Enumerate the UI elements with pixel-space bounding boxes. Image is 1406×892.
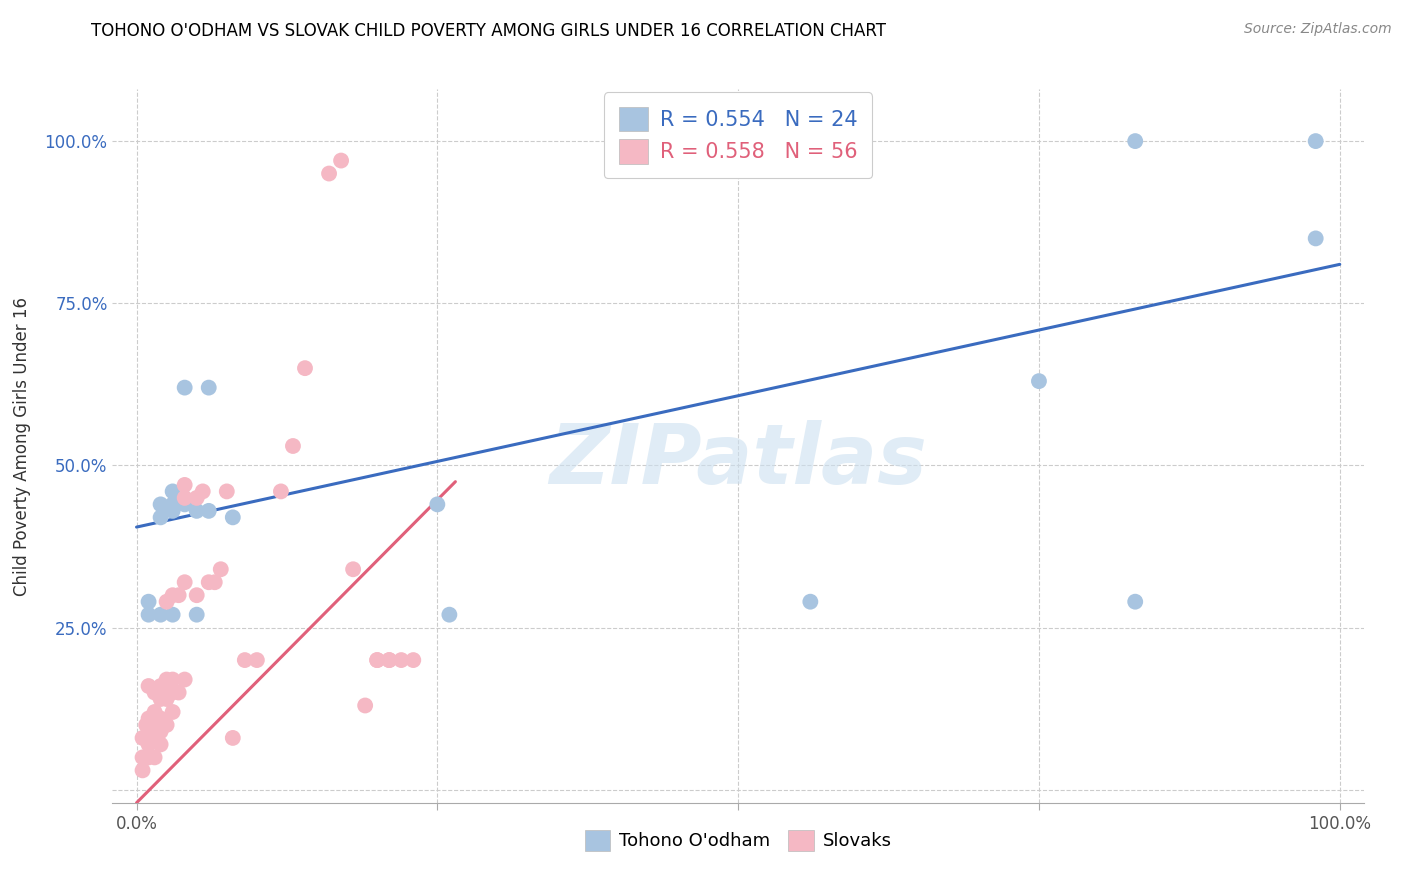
Point [162, 588, 184, 602]
Point [191, 484, 214, 499]
Point [138, 595, 160, 609]
Point [162, 504, 184, 518]
Text: TOHONO O'ODHAM VS SLOVAK CHILD POVERTY AMONG GIRLS UNDER 16 CORRELATION CHART: TOHONO O'ODHAM VS SLOVAK CHILD POVERTY A… [91, 22, 886, 40]
Point [1305, 231, 1327, 245]
Point [143, 718, 166, 732]
Text: Source: ZipAtlas.com: Source: ZipAtlas.com [1244, 22, 1392, 37]
Point [173, 673, 195, 687]
Point [186, 491, 208, 505]
Y-axis label: Child Poverty Among Girls Under 16: Child Poverty Among Girls Under 16 [13, 296, 31, 596]
Point [143, 731, 166, 745]
Point [1305, 134, 1327, 148]
Point [222, 731, 245, 745]
Point [318, 167, 340, 181]
Legend: Tohono O'odham, Slovaks: Tohono O'odham, Slovaks [578, 822, 898, 858]
Point [138, 731, 160, 745]
Point [366, 653, 388, 667]
Point [281, 439, 304, 453]
Point [138, 607, 160, 622]
Point [197, 381, 219, 395]
Point [149, 510, 172, 524]
Point [143, 705, 166, 719]
Point [131, 764, 153, 778]
Point [131, 731, 153, 745]
Point [342, 562, 364, 576]
Point [149, 711, 172, 725]
Point [162, 685, 184, 699]
Point [149, 738, 172, 752]
Point [149, 724, 172, 739]
Point [162, 607, 184, 622]
Point [186, 588, 208, 602]
Point [186, 504, 208, 518]
Point [173, 478, 195, 492]
Point [138, 679, 160, 693]
Point [156, 595, 179, 609]
Point [162, 705, 184, 719]
Point [167, 588, 190, 602]
Point [162, 673, 184, 687]
Point [426, 497, 449, 511]
Point [131, 750, 153, 764]
Point [162, 484, 184, 499]
Text: ZIPatlas: ZIPatlas [550, 420, 927, 500]
Point [149, 679, 172, 693]
Point [215, 484, 238, 499]
Point [143, 750, 166, 764]
Point [246, 653, 269, 667]
Point [197, 504, 219, 518]
Point [389, 653, 412, 667]
Point [173, 491, 195, 505]
Point [138, 750, 160, 764]
Point [204, 575, 226, 590]
Point [197, 575, 219, 590]
Point [270, 484, 292, 499]
Point [294, 361, 316, 376]
Point [330, 153, 353, 168]
Point [402, 653, 425, 667]
Point [1028, 374, 1050, 388]
Point [173, 497, 195, 511]
Point [149, 497, 172, 511]
Point [143, 685, 166, 699]
Point [149, 607, 172, 622]
Point [222, 510, 245, 524]
Point [799, 595, 821, 609]
Point [138, 711, 160, 725]
Point [135, 718, 157, 732]
Point [209, 562, 232, 576]
Point [186, 607, 208, 622]
Point [354, 698, 377, 713]
Point [156, 718, 179, 732]
Point [378, 653, 401, 667]
Point [149, 692, 172, 706]
Point [156, 673, 179, 687]
Point [162, 497, 184, 511]
Point [173, 381, 195, 395]
Point [1123, 134, 1146, 148]
Point [1123, 595, 1146, 609]
Point [138, 738, 160, 752]
Point [366, 653, 388, 667]
Point [156, 692, 179, 706]
Point [167, 685, 190, 699]
Point [173, 575, 195, 590]
Point [439, 607, 461, 622]
Point [378, 653, 401, 667]
Point [233, 653, 256, 667]
